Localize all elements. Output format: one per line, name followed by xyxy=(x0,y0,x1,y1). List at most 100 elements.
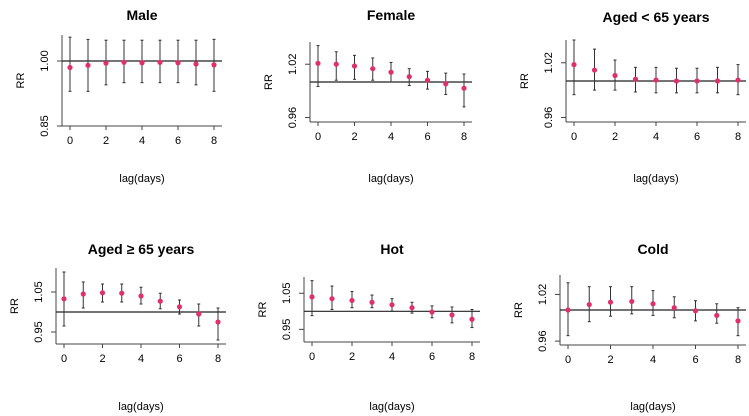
data-point xyxy=(193,61,199,67)
data-point xyxy=(565,307,571,313)
x-tick-label: 4 xyxy=(139,135,145,147)
data-point xyxy=(469,316,475,322)
x-axis-label: lag(days) xyxy=(630,401,675,413)
x-tick-label: 8 xyxy=(469,351,475,363)
x-tick-label: 0 xyxy=(67,135,73,147)
data-point xyxy=(85,62,91,68)
data-point xyxy=(443,81,449,87)
data-point xyxy=(653,77,659,83)
y-axis-label: RR xyxy=(9,298,21,314)
data-point xyxy=(329,296,335,302)
x-tick-label: 0 xyxy=(61,353,67,365)
data-point xyxy=(429,309,435,315)
data-point xyxy=(571,62,577,68)
data-point xyxy=(389,302,395,308)
data-point xyxy=(692,308,699,314)
data-point xyxy=(157,59,163,65)
data-point xyxy=(409,305,415,311)
data-point xyxy=(671,305,677,311)
data-point xyxy=(215,319,221,325)
data-point xyxy=(119,290,125,296)
x-tick-label: 8 xyxy=(215,353,221,365)
chart-title: Aged ≥ 65 years xyxy=(88,241,195,257)
x-tick-label: 6 xyxy=(176,353,182,365)
x-tick-label: 4 xyxy=(388,131,394,143)
data-point xyxy=(333,61,339,67)
x-axis-label: lag(days) xyxy=(633,173,678,185)
y-tick-label: 0.95 xyxy=(281,319,293,340)
x-tick-label: 4 xyxy=(389,351,395,363)
chart-title: Aged < 65 years xyxy=(602,9,709,25)
data-point xyxy=(157,298,163,304)
data-point xyxy=(612,72,618,79)
x-tick-label: 6 xyxy=(694,131,700,143)
x-tick-label: 2 xyxy=(349,351,355,363)
y-tick-label: 0.96 xyxy=(543,107,555,128)
x-axis-label: lag(days) xyxy=(118,401,163,413)
data-point xyxy=(406,74,412,80)
chart-panel: Male 0.85 1.00 0 2 4 6 8 lag(days) RR xyxy=(15,7,222,185)
data-point xyxy=(629,298,635,305)
y-tick-label: 1.02 xyxy=(543,52,555,73)
data-point xyxy=(309,294,315,300)
chart-panel: Hot 0.95 1.05 0 2 4 6 8 lag(days) RR xyxy=(257,241,480,413)
x-tick-label: 4 xyxy=(650,354,656,366)
x-tick-label: 4 xyxy=(138,353,144,365)
x-tick-label: 2 xyxy=(103,135,109,147)
x-axis-label: lag(days) xyxy=(368,173,413,185)
chart-title: Hot xyxy=(380,241,404,257)
y-tick-label: 1.05 xyxy=(281,283,293,304)
x-tick-label: 8 xyxy=(211,135,217,147)
y-tick-label: 1.05 xyxy=(33,281,45,302)
x-tick-label: 6 xyxy=(424,131,430,143)
data-point xyxy=(714,312,720,319)
chart-panel: Aged < 65 years 0.96 1.02 0 2 4 6 8 lag(days) RR xyxy=(519,9,746,185)
data-point xyxy=(80,291,86,297)
x-tick-label: 8 xyxy=(735,131,741,143)
data-point xyxy=(424,77,431,83)
data-point xyxy=(315,60,321,66)
data-point xyxy=(735,318,741,324)
x-tick-label: 2 xyxy=(612,131,618,143)
chart-panel: Aged ≥ 65 years 0.95 1.05 0 2 4 6 8 lag(days) RR xyxy=(9,241,226,413)
x-tick-label: 6 xyxy=(692,354,698,366)
data-point xyxy=(138,293,144,299)
data-point xyxy=(121,59,127,65)
data-point xyxy=(632,76,639,82)
chart-title: Cold xyxy=(637,241,668,257)
y-axis-label: RR xyxy=(513,302,525,318)
data-point xyxy=(449,312,455,318)
y-tick-label: 1.02 xyxy=(287,54,299,75)
data-point xyxy=(607,299,614,305)
y-tick-label: 0.85 xyxy=(39,115,51,136)
chart-panel: Cold 0.96 1.02 0 2 4 6 8 lag(days) RR xyxy=(513,241,746,413)
data-point xyxy=(351,63,358,69)
x-tick-label: 2 xyxy=(99,353,105,365)
y-axis-label: RR xyxy=(15,73,27,89)
y-tick-label: 0.96 xyxy=(287,107,299,128)
data-point xyxy=(99,290,106,296)
x-tick-label: 6 xyxy=(429,351,435,363)
x-tick-label: 0 xyxy=(315,131,321,143)
data-point xyxy=(461,85,467,91)
y-tick-label: 1.00 xyxy=(39,50,51,71)
data-point xyxy=(349,297,355,304)
x-tick-label: 0 xyxy=(571,131,577,143)
data-point xyxy=(175,60,181,66)
x-tick-label: 8 xyxy=(735,354,741,366)
y-tick-label: 0.95 xyxy=(33,321,45,342)
data-point xyxy=(650,301,656,307)
x-axis-label: lag(days) xyxy=(369,401,414,413)
data-point xyxy=(735,77,741,83)
data-point xyxy=(103,60,109,66)
y-axis-label: RR xyxy=(257,302,269,318)
data-point xyxy=(370,66,376,72)
x-axis-label: lag(days) xyxy=(119,173,164,185)
data-point xyxy=(176,304,183,310)
chart-title: Male xyxy=(126,7,157,23)
x-tick-label: 0 xyxy=(565,354,571,366)
x-tick-label: 6 xyxy=(175,135,181,147)
data-point xyxy=(714,78,721,84)
data-point xyxy=(586,301,592,308)
data-point xyxy=(369,299,375,305)
